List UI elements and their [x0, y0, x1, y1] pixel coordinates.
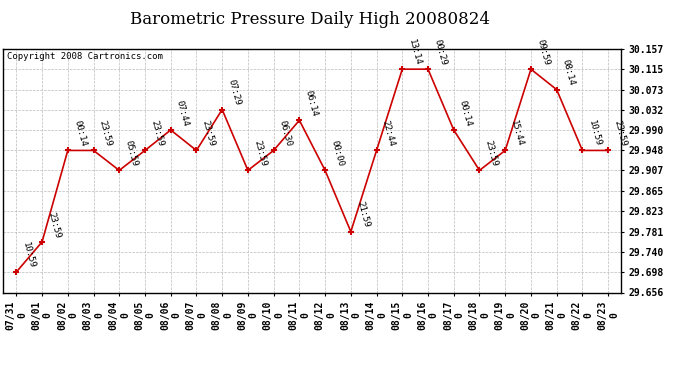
Text: 22:44: 22:44 — [381, 119, 396, 148]
Text: 00:00: 00:00 — [329, 140, 345, 168]
Text: Barometric Pressure Daily High 20080824: Barometric Pressure Daily High 20080824 — [130, 11, 491, 28]
Text: 23:59: 23:59 — [252, 140, 268, 168]
Text: 23:59: 23:59 — [98, 119, 113, 148]
Text: 09:59: 09:59 — [535, 38, 551, 66]
Text: 23:59: 23:59 — [46, 211, 62, 239]
Text: 06:30: 06:30 — [278, 119, 293, 148]
Text: 23:59: 23:59 — [484, 140, 500, 168]
Text: 07:44: 07:44 — [175, 99, 190, 127]
Text: 06:14: 06:14 — [304, 89, 319, 117]
Text: 10:59: 10:59 — [21, 241, 36, 269]
Text: Copyright 2008 Cartronics.com: Copyright 2008 Cartronics.com — [6, 53, 162, 62]
Text: 08:14: 08:14 — [561, 58, 576, 87]
Text: 10:59: 10:59 — [586, 119, 602, 148]
Text: 05:59: 05:59 — [124, 140, 139, 168]
Text: 13:14: 13:14 — [406, 38, 422, 66]
Text: 23:59: 23:59 — [612, 119, 628, 148]
Text: 07:29: 07:29 — [226, 78, 242, 107]
Text: 00:29: 00:29 — [432, 38, 448, 66]
Text: 00:14: 00:14 — [72, 119, 88, 148]
Text: 00:14: 00:14 — [458, 99, 473, 127]
Text: 15:44: 15:44 — [509, 119, 525, 148]
Text: 21:59: 21:59 — [355, 201, 371, 229]
Text: 23:59: 23:59 — [149, 119, 165, 148]
Text: 23:59: 23:59 — [201, 119, 216, 148]
